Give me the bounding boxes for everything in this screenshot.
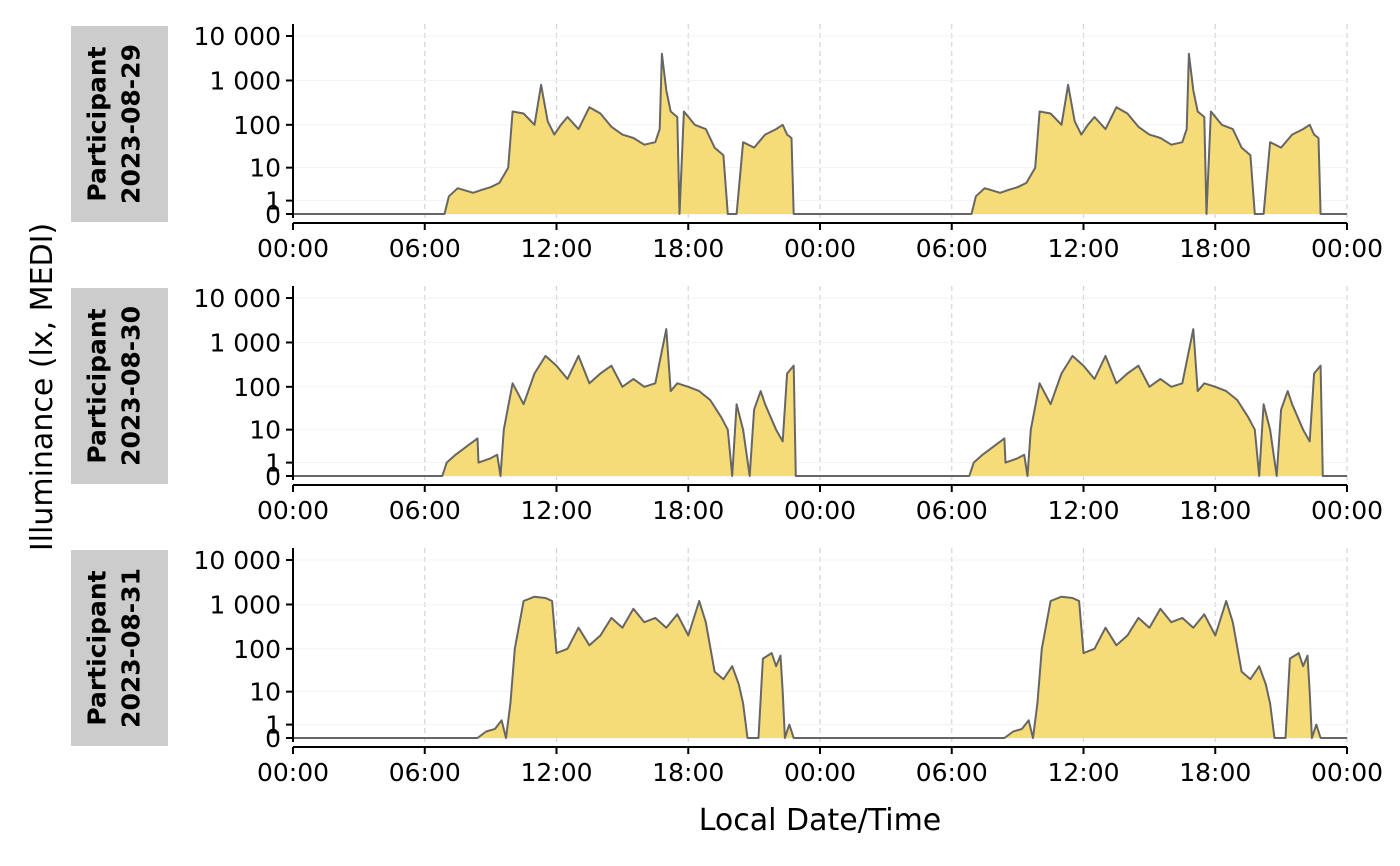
- panel-2-x-tick-label: 06:00: [916, 496, 988, 525]
- panel-3-y-tick-label: 1: [265, 711, 281, 740]
- panel-2-x-tick-label: 00:00: [1311, 496, 1383, 525]
- y-axis-title: Illuminance (lx, MEDI): [25, 223, 60, 551]
- panel-3-x-tick-label: 06:00: [916, 758, 988, 787]
- panel-3-y-tick-label: 10: [249, 678, 281, 707]
- panel-2-y-tick-label: 1: [265, 449, 281, 478]
- panel-3-x-tick-label: 00:00: [784, 758, 856, 787]
- panel-3-illuminance-area: [293, 596, 1347, 738]
- panel-1-strip-box: [71, 26, 168, 222]
- panel-2-y-tick-label: 0: [265, 462, 281, 491]
- panel-2-y-tick-label: 1 000: [209, 328, 281, 357]
- panel-1-x-tick-label: 00:00: [1311, 234, 1383, 263]
- panel-1-x-tick-label: 06:00: [389, 234, 461, 263]
- panel-3-strip-label-2: 2023-08-31: [117, 568, 146, 728]
- panel-2-y-tick-label: 100: [233, 373, 281, 402]
- panel-2-y-tick-label: 10 000: [194, 284, 281, 313]
- panel-3-x-tick-label: 00:00: [257, 758, 329, 787]
- panel-3-y-tick-label: 10 000: [194, 546, 281, 575]
- panel-3-y-tick-label: 1 000: [209, 590, 281, 619]
- panel-2-x-tick-label: 18:00: [652, 496, 724, 525]
- panel-1-x-tick-label: 00:00: [257, 234, 329, 263]
- panel-3-x-tick-label: 18:00: [652, 758, 724, 787]
- panel-1-x-tick-label: 12:00: [520, 234, 592, 263]
- panel-2-illuminance-line: [293, 328, 1347, 477]
- panel-3-strip-label-1: Participant: [83, 570, 112, 725]
- panel-3-x-tick-label: 06:00: [389, 758, 461, 787]
- panel-2-strip-label-2: 2023-08-30: [117, 306, 146, 466]
- panel-3-x-tick-label: 18:00: [1179, 758, 1251, 787]
- panel-2-x-tick-label: 12:00: [520, 496, 592, 525]
- panel-2-strip-box: [71, 288, 168, 484]
- panel-1-x-tick-label: 18:00: [1179, 234, 1251, 263]
- panel-2-x-tick-label: 06:00: [389, 496, 461, 525]
- panel-3-y-tick-label: 0: [265, 724, 281, 753]
- x-axis-title: Local Date/Time: [699, 803, 942, 838]
- panel-1-strip-label-2: 2023-08-29: [117, 44, 146, 204]
- panel-3-illuminance-line: [293, 595, 1347, 739]
- panel-3-x-tick-label: 00:00: [1311, 758, 1383, 787]
- panel-1-y-tick-label: 1: [265, 187, 281, 216]
- panel-1-y-tick-label: 100: [233, 111, 281, 140]
- panel-2-x-tick-label: 18:00: [1179, 496, 1251, 525]
- panel-1-x-tick-label: 12:00: [1047, 234, 1119, 263]
- panel-1-strip-label-1: Participant: [83, 46, 112, 201]
- panel-3-y-tick-label: 100: [233, 635, 281, 664]
- panel-3-x-tick-label: 12:00: [1047, 758, 1119, 787]
- panel-1-x-tick-label: 18:00: [652, 234, 724, 263]
- panel-3-strip-box: [71, 550, 168, 746]
- panel-2-x-tick-label: 00:00: [257, 496, 329, 525]
- panel-1-y-tick-label: 10 000: [194, 22, 281, 51]
- panel-2-x-tick-label: 12:00: [1047, 496, 1119, 525]
- panel-1-y-tick-label: 1 000: [209, 66, 281, 95]
- panel-3-x-tick-label: 12:00: [520, 758, 592, 787]
- panel-1-y-tick-label: 10: [249, 154, 281, 183]
- panel-2-y-tick-label: 10: [249, 416, 281, 445]
- panel-1-illuminance-area: [293, 53, 1347, 215]
- panel-1-illuminance-line: [293, 52, 1347, 215]
- panel-2-x-tick-label: 00:00: [784, 496, 856, 525]
- panel-1-y-tick-label: 0: [265, 200, 281, 229]
- panel-1-x-tick-label: 00:00: [784, 234, 856, 263]
- panel-1-x-tick-label: 06:00: [916, 234, 988, 263]
- panel-2-strip-label-1: Participant: [83, 308, 112, 463]
